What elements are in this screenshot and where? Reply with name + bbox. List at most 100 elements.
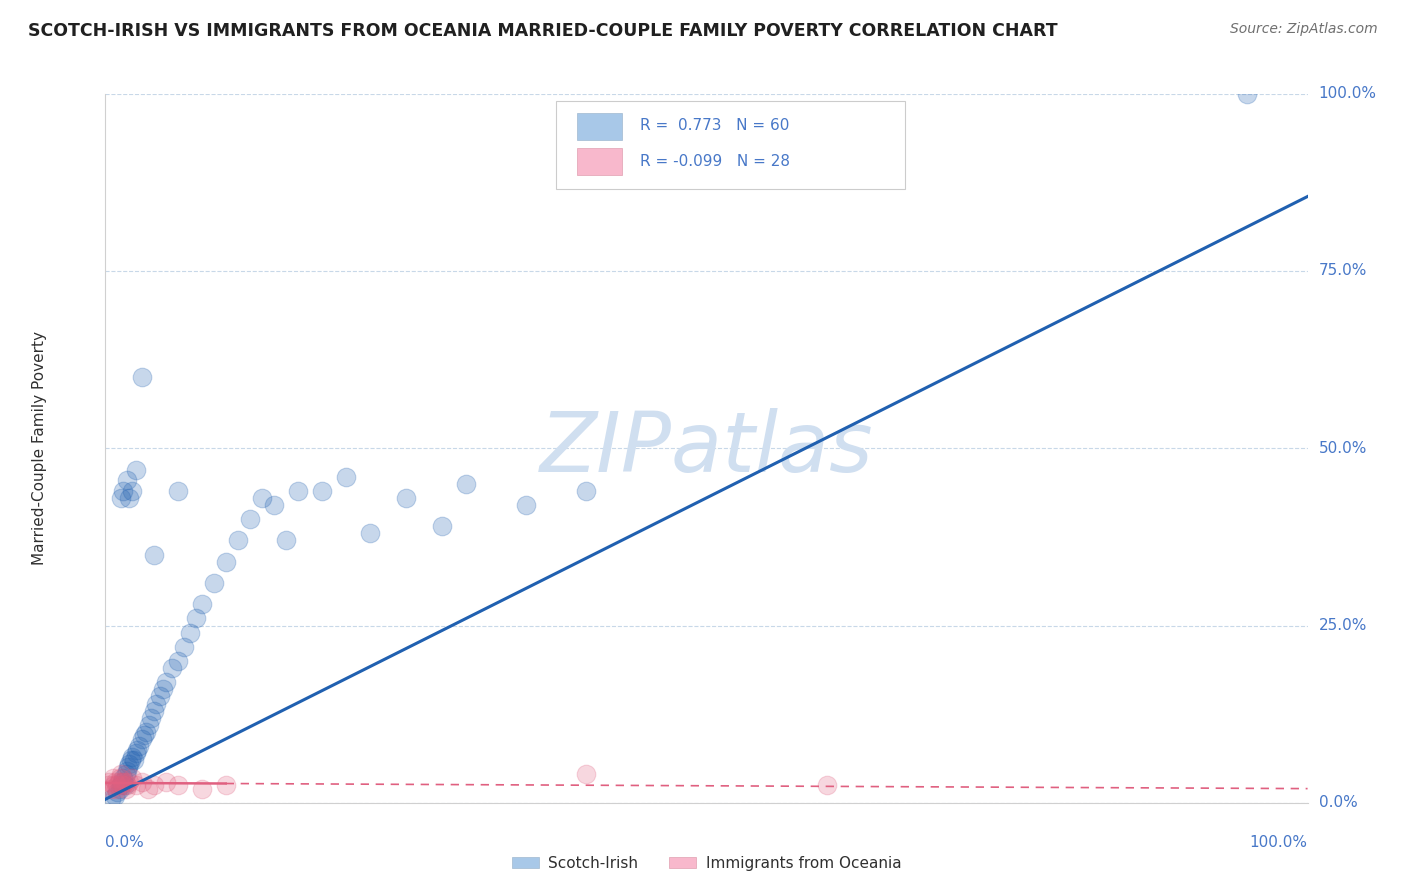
Point bbox=[395, 491, 418, 505]
Text: Married-Couple Family Poverty: Married-Couple Family Poverty bbox=[32, 331, 46, 566]
Point bbox=[107, 785, 129, 799]
Point bbox=[135, 724, 157, 739]
Point bbox=[115, 473, 138, 487]
Point bbox=[111, 774, 134, 789]
FancyBboxPatch shape bbox=[557, 101, 905, 189]
Point bbox=[815, 778, 838, 792]
Point bbox=[148, 690, 170, 704]
Point bbox=[98, 774, 121, 789]
Point bbox=[202, 576, 225, 591]
Text: 50.0%: 50.0% bbox=[1319, 441, 1367, 456]
Point bbox=[226, 533, 249, 548]
Point bbox=[117, 760, 139, 774]
Point bbox=[250, 491, 273, 505]
Point bbox=[179, 625, 201, 640]
Point bbox=[124, 778, 146, 792]
Point bbox=[115, 764, 138, 778]
Point bbox=[114, 778, 136, 792]
Point bbox=[131, 370, 153, 384]
Text: 0.0%: 0.0% bbox=[105, 835, 145, 850]
Point bbox=[190, 781, 212, 796]
Point bbox=[287, 483, 309, 498]
Point bbox=[114, 774, 136, 789]
Point bbox=[118, 491, 141, 505]
Point bbox=[124, 462, 146, 476]
Point bbox=[138, 718, 160, 732]
Point bbox=[108, 781, 131, 796]
Point bbox=[104, 774, 127, 789]
Text: R =  0.773   N = 60: R = 0.773 N = 60 bbox=[640, 118, 790, 133]
Point bbox=[112, 483, 135, 498]
Point bbox=[515, 498, 537, 512]
Point bbox=[214, 555, 236, 569]
Point bbox=[131, 731, 153, 746]
Point bbox=[101, 771, 124, 785]
Point bbox=[124, 753, 146, 767]
Point bbox=[115, 767, 138, 781]
Point bbox=[118, 756, 141, 771]
Point bbox=[108, 771, 131, 785]
Point bbox=[1236, 87, 1258, 101]
Point bbox=[132, 728, 155, 742]
Point bbox=[155, 675, 177, 690]
Point bbox=[142, 704, 165, 718]
Text: ZIPatlas: ZIPatlas bbox=[540, 408, 873, 489]
Point bbox=[105, 781, 128, 796]
Point bbox=[124, 746, 146, 760]
Point bbox=[103, 778, 125, 792]
Point bbox=[128, 739, 150, 753]
Point bbox=[121, 483, 143, 498]
Point bbox=[166, 654, 188, 668]
Point bbox=[100, 781, 122, 796]
Point bbox=[115, 781, 138, 796]
Text: 100.0%: 100.0% bbox=[1319, 87, 1376, 101]
Point bbox=[110, 778, 132, 792]
FancyBboxPatch shape bbox=[576, 148, 623, 175]
Text: 100.0%: 100.0% bbox=[1250, 835, 1308, 850]
Point bbox=[454, 476, 477, 491]
Point bbox=[575, 767, 598, 781]
Text: Source: ZipAtlas.com: Source: ZipAtlas.com bbox=[1230, 22, 1378, 37]
Text: 0.0%: 0.0% bbox=[1319, 796, 1357, 810]
Point bbox=[107, 778, 129, 792]
Legend: Scotch-Irish, Immigrants from Oceania: Scotch-Irish, Immigrants from Oceania bbox=[506, 849, 907, 877]
Point bbox=[121, 749, 143, 764]
Point bbox=[112, 771, 135, 785]
Text: SCOTCH-IRISH VS IMMIGRANTS FROM OCEANIA MARRIED-COUPLE FAMILY POVERTY CORRELATIO: SCOTCH-IRISH VS IMMIGRANTS FROM OCEANIA … bbox=[28, 22, 1057, 40]
Point bbox=[107, 774, 129, 789]
Point bbox=[145, 697, 167, 711]
Point bbox=[166, 778, 188, 792]
Text: 75.0%: 75.0% bbox=[1319, 263, 1367, 278]
Point bbox=[160, 661, 183, 675]
Point bbox=[190, 597, 212, 611]
Point bbox=[136, 781, 159, 796]
Point bbox=[139, 711, 162, 725]
Point bbox=[115, 778, 138, 792]
Point bbox=[239, 512, 262, 526]
Point bbox=[274, 533, 297, 548]
Point bbox=[110, 491, 132, 505]
Point bbox=[430, 519, 453, 533]
Point bbox=[121, 771, 143, 785]
Point bbox=[152, 682, 174, 697]
Point bbox=[97, 778, 120, 792]
Point bbox=[311, 483, 333, 498]
Point bbox=[142, 548, 165, 562]
Point bbox=[263, 498, 285, 512]
Point bbox=[173, 640, 195, 654]
Point bbox=[359, 526, 381, 541]
Point bbox=[104, 789, 127, 803]
Point bbox=[100, 792, 122, 806]
Point bbox=[214, 778, 236, 792]
Point bbox=[142, 778, 165, 792]
Point bbox=[125, 742, 148, 756]
Point bbox=[112, 778, 135, 792]
FancyBboxPatch shape bbox=[576, 112, 623, 140]
Point bbox=[335, 469, 357, 483]
Text: 25.0%: 25.0% bbox=[1319, 618, 1367, 633]
Point bbox=[155, 774, 177, 789]
Point bbox=[131, 774, 153, 789]
Text: R = -0.099   N = 28: R = -0.099 N = 28 bbox=[640, 153, 790, 169]
Point bbox=[120, 753, 142, 767]
Point bbox=[166, 483, 188, 498]
